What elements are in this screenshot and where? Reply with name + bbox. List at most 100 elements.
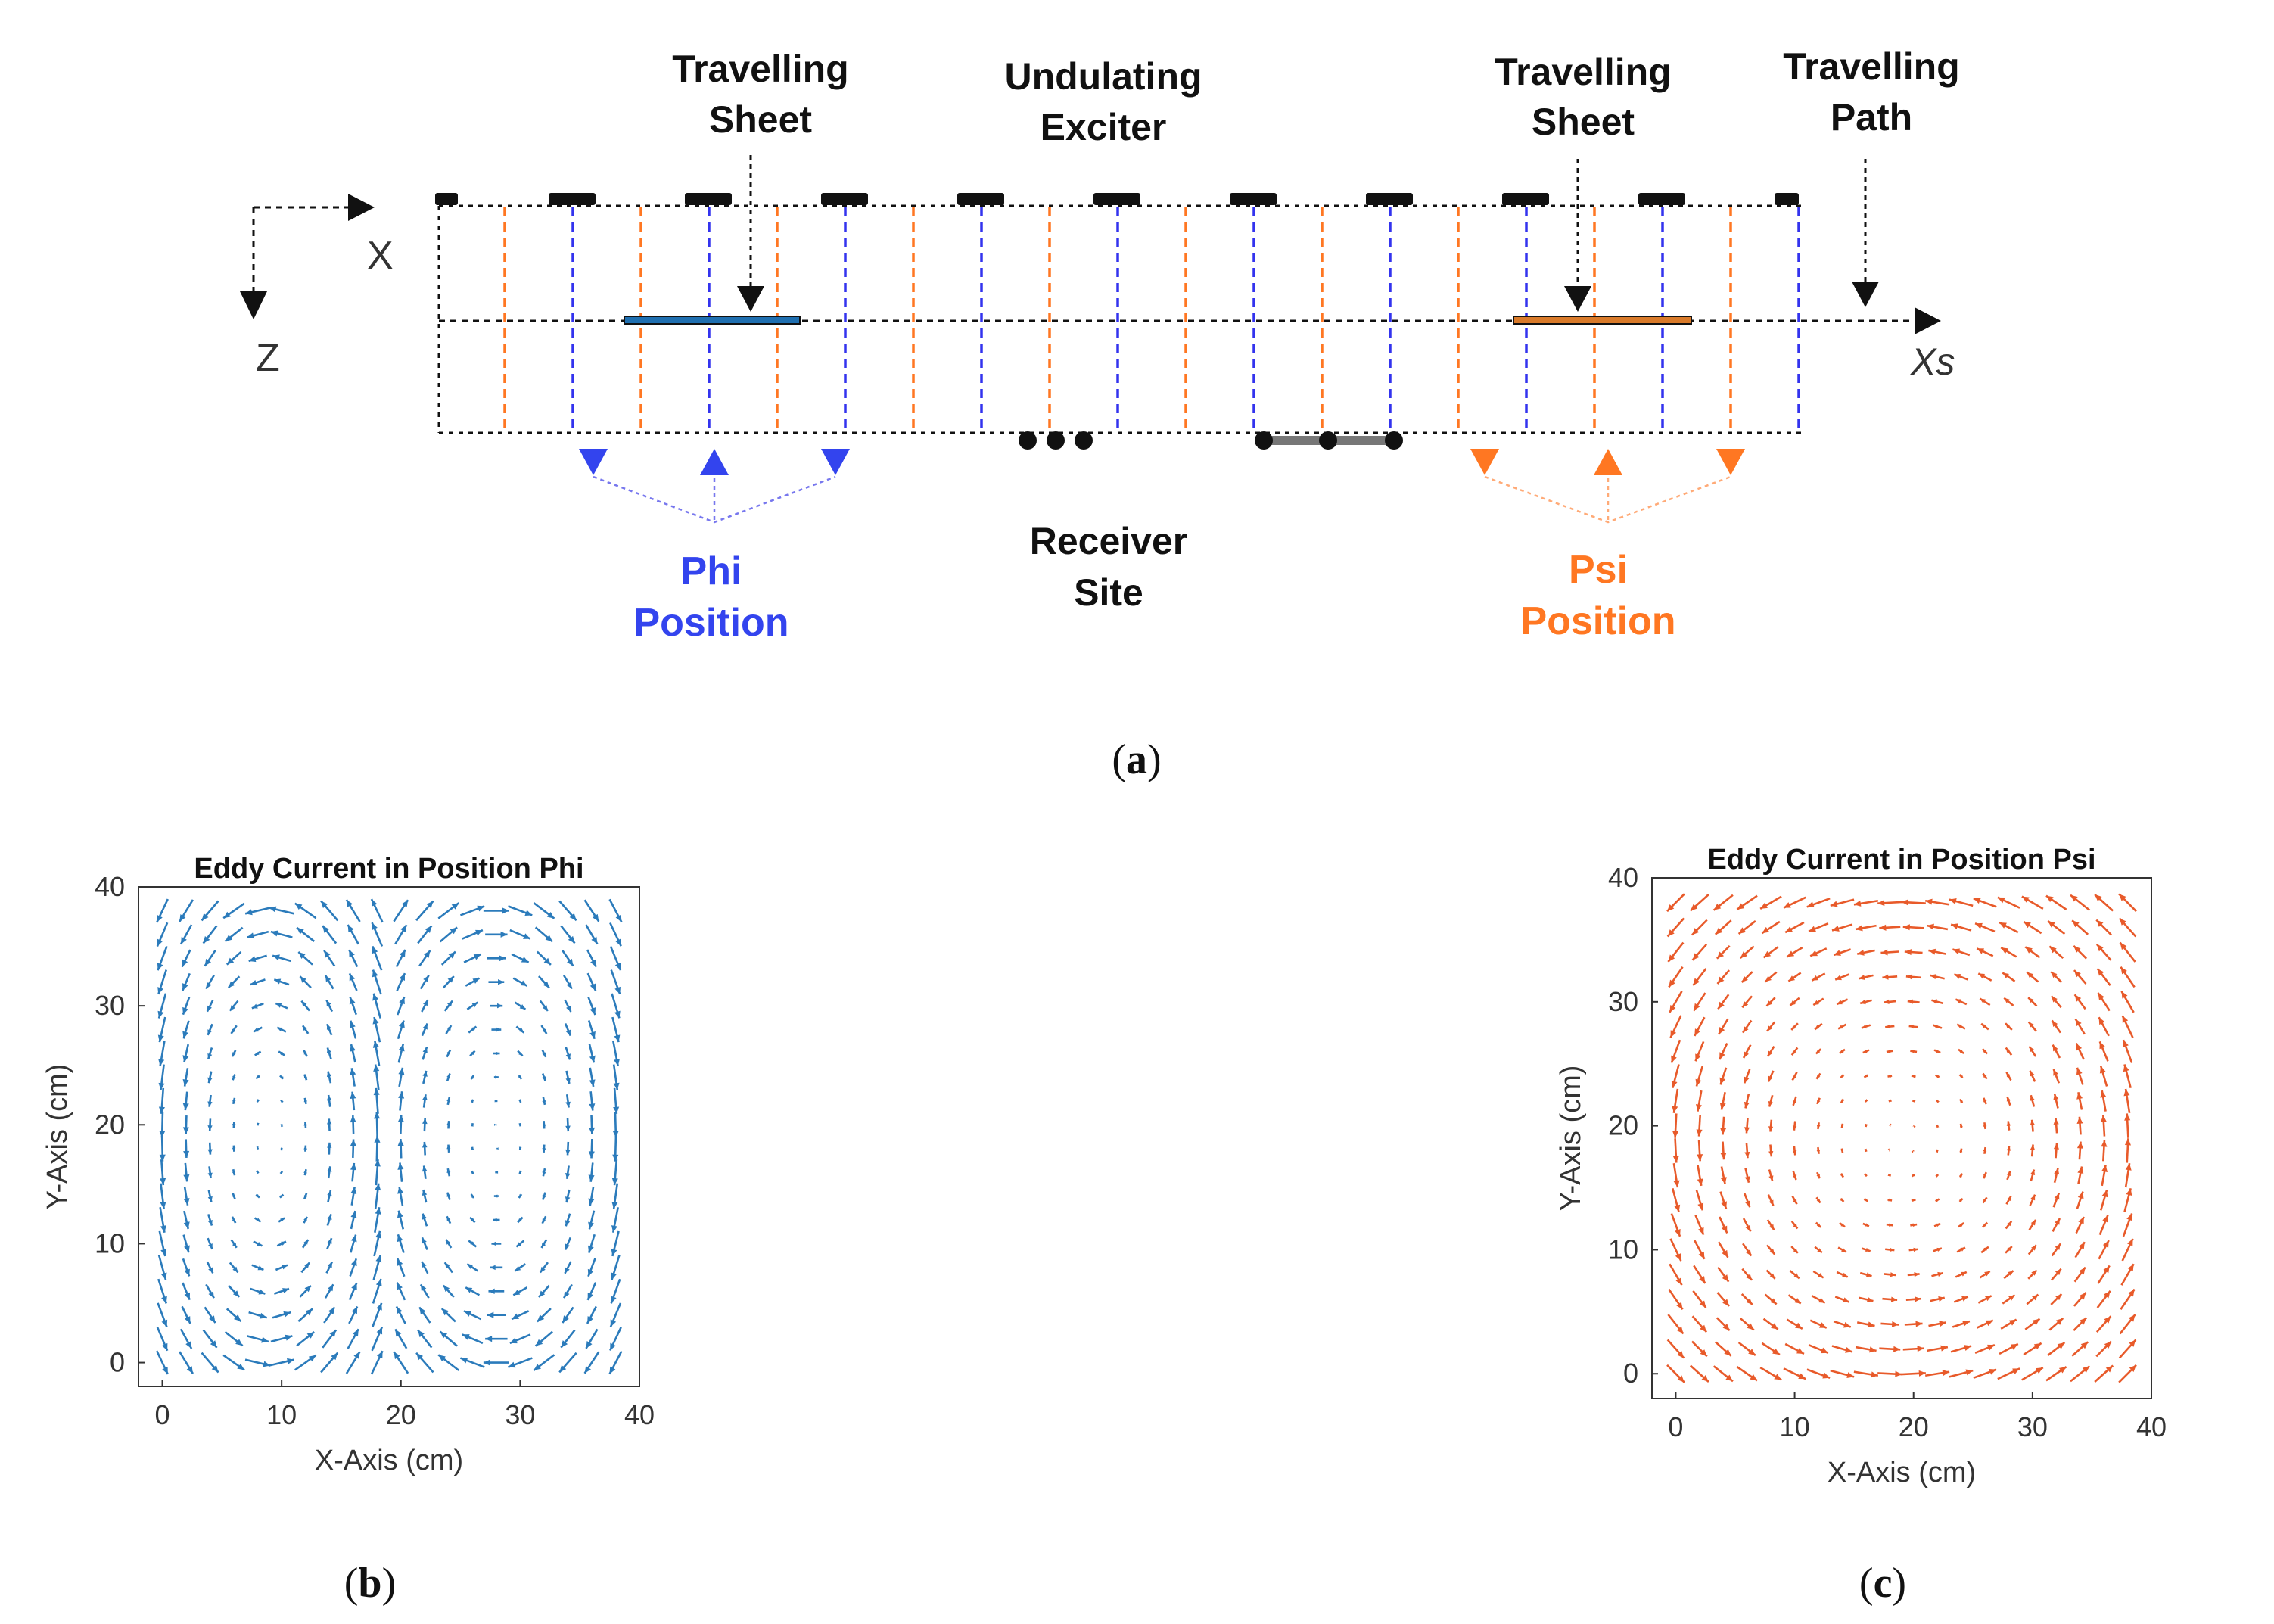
quiver-arrowhead [609, 1366, 616, 1374]
psi-position-markers: Psi Position [1470, 449, 1745, 643]
axis-xs-label: Xs [1910, 341, 1955, 383]
quiver-arrowhead [2079, 1292, 2086, 1300]
quiver-arrowhead [400, 925, 407, 932]
quiver-arrowhead [351, 1282, 357, 1290]
quiver-arrowhead [1939, 1321, 1946, 1327]
quiver-arrowhead [1983, 1073, 1987, 1078]
quiver-arrowhead [422, 1094, 428, 1100]
quiver-arrowhead [2096, 944, 2104, 952]
quiver-arrowhead [1840, 1099, 1844, 1103]
quiver-arrowhead [438, 1355, 446, 1361]
quiver-arrowhead [1840, 1223, 1846, 1227]
y-axis-label: Y-Axis (cm) [1555, 1066, 1587, 1212]
quiver-arrowhead [269, 906, 277, 913]
quiver-arrowhead [161, 1342, 168, 1351]
y-tick-label: 40 [1608, 862, 1638, 893]
quiver-arrowhead [1908, 1024, 1914, 1029]
quiver-arrowhead [614, 1010, 621, 1019]
quiver-arrowhead [207, 1196, 213, 1202]
quiver-arrowhead [350, 1187, 357, 1194]
quiver-arrowhead [321, 901, 328, 908]
quiver-arrowhead [263, 1361, 271, 1367]
quiver-arrowhead [2076, 1092, 2083, 1100]
quiver-arrowhead [1722, 1249, 1728, 1258]
y-tick-label: 0 [110, 1347, 125, 1378]
quiver-arrowhead [2053, 1118, 2059, 1125]
quiver-arrowhead [208, 1243, 213, 1249]
quiver-arrowhead [2129, 1339, 2136, 1347]
quiver-arrowhead [423, 950, 431, 958]
quiver-arrowhead [1699, 1276, 1706, 1283]
quiver-arrowhead [304, 1285, 311, 1293]
quiver-arrowhead [2006, 1146, 2011, 1151]
quiver-arrowhead [1793, 1248, 1798, 1253]
quiver-arrowhead [235, 1339, 243, 1346]
quiver-arrowhead [587, 1245, 594, 1253]
quiver-arrowhead [399, 1020, 405, 1028]
quiver-arrowhead [2073, 945, 2081, 954]
quiver-arrowhead [1695, 1053, 1701, 1062]
quiver-arrowhead [440, 1331, 448, 1339]
quiver-arrowhead [2126, 1213, 2132, 1221]
quiver-arrowhead [1845, 1346, 1852, 1353]
quiver-arrowhead [297, 927, 304, 935]
quiver-arrowhead [294, 903, 303, 910]
quiver-arrowhead [614, 1059, 620, 1066]
quiver-arrowhead [371, 899, 378, 907]
quiver-arrowhead [376, 1302, 382, 1311]
quiver-arrowhead [1984, 1271, 1990, 1277]
quiver-arrowhead [1791, 1050, 1796, 1056]
quiver-arrowhead [185, 1341, 192, 1349]
quiver-arrowhead [496, 1147, 499, 1150]
quiver-arrowhead [1862, 1049, 1868, 1053]
quiver-arrowhead [446, 1000, 453, 1007]
quiver-arrowhead [2001, 947, 2008, 954]
quiver-arrowhead [328, 1284, 334, 1292]
quiver-arrowhead [1842, 1272, 1848, 1277]
quiver-arrowhead [612, 1154, 619, 1162]
quiver-arrowhead [377, 1351, 383, 1359]
quiver-arrowhead [1667, 929, 1675, 937]
quiver-arrowhead [376, 1327, 383, 1335]
quiver-arrowhead [488, 1288, 495, 1294]
quiver-arrowhead [1935, 1075, 1940, 1078]
quiver-arrowhead [2055, 1268, 2061, 1276]
y-tick-label: 30 [1608, 986, 1638, 1017]
quiver-arrowhead [422, 1047, 428, 1053]
quiver-arrowhead [565, 1220, 571, 1227]
quiver-arrowhead [1697, 1202, 1704, 1211]
quiver-arrowhead [1949, 898, 1957, 904]
quiver-arrowhead [2077, 1191, 2084, 1199]
quiver-arrowhead [1882, 974, 1889, 980]
quiver-arrowhead [1818, 1322, 1827, 1328]
quiver-arrowhead [372, 946, 378, 954]
quiver-arrowhead [2103, 1290, 2111, 1299]
quiver-arrowhead [2100, 1115, 2107, 1122]
quiver-arrowhead [446, 1025, 452, 1031]
quiver-arrowhead [568, 935, 575, 944]
quiver-arrowhead [565, 1173, 571, 1179]
quiver-arrowhead [470, 1075, 474, 1079]
quiver-arrowhead [397, 1258, 403, 1266]
quiver-arrowhead [1865, 1099, 1868, 1102]
quiver-arrowhead [520, 980, 527, 986]
quiver-arrowhead [2006, 1097, 2011, 1102]
quiver-arrowhead [1959, 1075, 1964, 1078]
quiver-arrowhead [1925, 898, 1933, 905]
psi-label-1: Psi [1569, 548, 1628, 592]
quiver-arrowhead [493, 1194, 498, 1198]
quiver-arrowhead [495, 1075, 499, 1079]
quiver-arrowhead [2057, 1342, 2065, 1349]
quiver-arrowhead [1981, 1023, 1986, 1028]
quiver-arrowhead [509, 1337, 518, 1344]
quiver-arrowhead [1978, 973, 1985, 979]
exciter-blocks [435, 193, 1799, 205]
quiver-arrowhead [534, 1364, 541, 1370]
quiver-arrowhead [2104, 1341, 2112, 1349]
quiver-arrowhead [2055, 1293, 2062, 1301]
quiver-arrowhead [2079, 1267, 2086, 1275]
quiver-arrowhead [1675, 1228, 1681, 1237]
quiver-arrowhead [611, 1201, 618, 1209]
quiver-arrowhead [1987, 1344, 1995, 1351]
